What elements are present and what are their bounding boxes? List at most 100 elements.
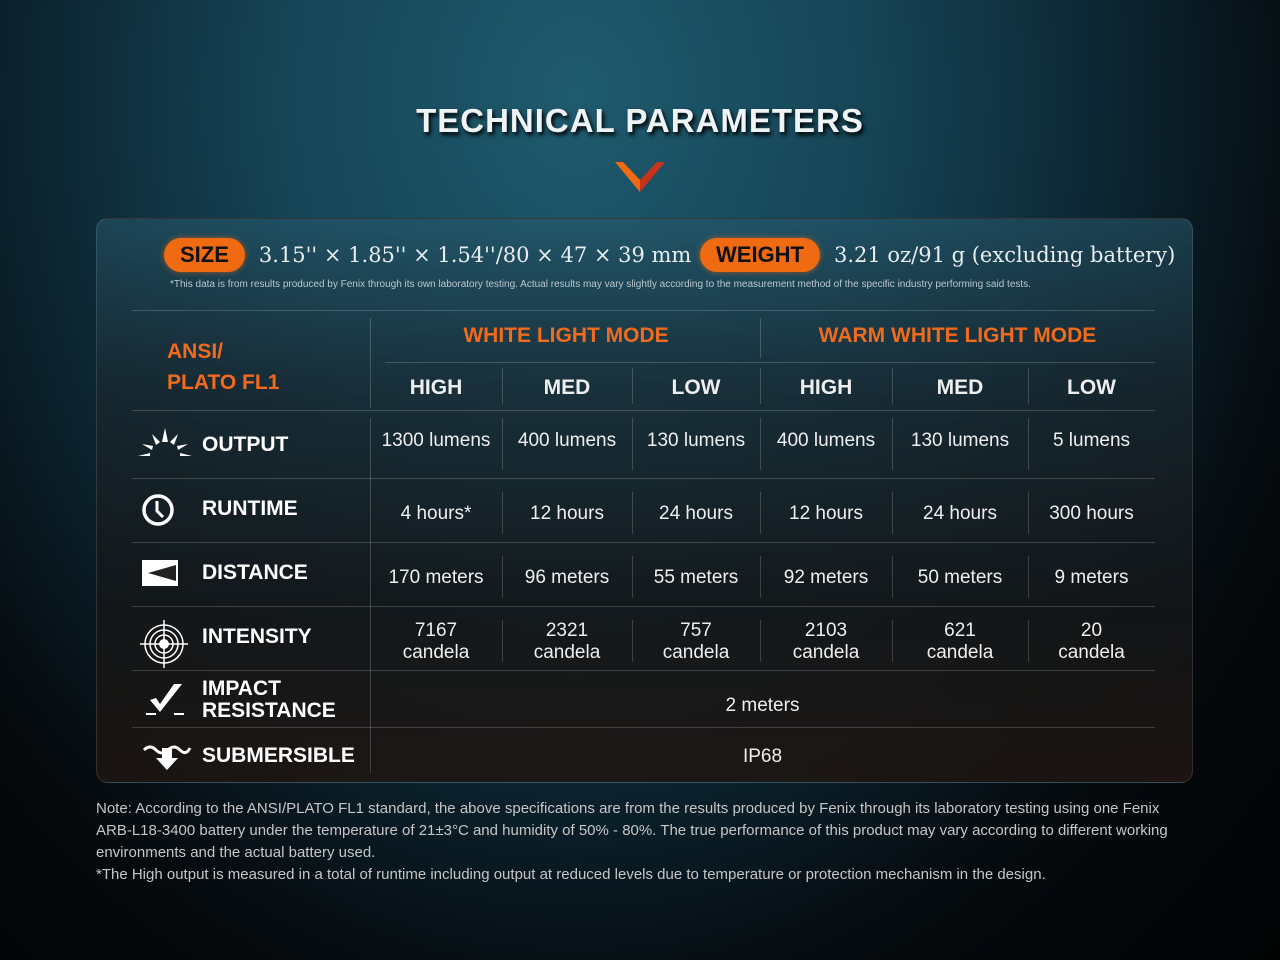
corner-line: ANSI/ [167, 340, 224, 363]
footnote: Note: According to the ANSI/PLATO FL1 st… [96, 798, 1196, 886]
col-divider [892, 620, 893, 662]
page-title: TECHNICAL PARAMETERS [416, 102, 864, 139]
row-label-distance: DISTANCE [202, 561, 308, 584]
col-divider [632, 492, 633, 534]
spec-value: 92 meters [783, 567, 869, 588]
level-header: LOW [1067, 376, 1116, 399]
col-divider [892, 418, 893, 470]
spec-value: 400 lumens [776, 430, 876, 451]
spec-value: 96 meters [524, 567, 610, 588]
size-badge: SIZE [164, 238, 245, 272]
level-header: HIGH [409, 376, 463, 399]
row-divider [132, 727, 1155, 728]
water-arrow-icon [142, 740, 192, 775]
note-asterisk: *The High output is measured in a total … [96, 866, 1046, 883]
col-divider [502, 418, 503, 470]
col-divider [760, 492, 761, 534]
row-divider [132, 542, 1155, 543]
col-divider [502, 556, 503, 598]
row-label-output: OUTPUT [202, 433, 289, 456]
col-divider [632, 620, 633, 662]
col-divider [502, 492, 503, 534]
row-label-impact: IMPACT RESISTANCE [202, 678, 336, 722]
level-header: MED [543, 376, 591, 399]
col-divider [370, 318, 371, 408]
col-divider [632, 368, 633, 404]
level-header: MED [936, 376, 984, 399]
spec-value: 20 candela [1058, 620, 1125, 663]
row-divider [132, 310, 1155, 311]
impact-value: 2 meters [725, 695, 800, 716]
spec-value: 9 meters [1054, 567, 1129, 588]
weight-badge: WEIGHT [700, 238, 820, 272]
disclaimer: *This data is from results produced by F… [170, 279, 1031, 290]
row-divider [132, 670, 1155, 671]
corner-line: PLATO FL1 [167, 371, 280, 394]
col-divider [760, 556, 761, 598]
spec-value: 12 hours [530, 503, 604, 524]
spec-panel [96, 218, 1193, 783]
note-text: Note: According to the ANSI/PLATO FL1 st… [96, 800, 1168, 861]
col-divider [370, 418, 371, 773]
spec-value: 130 lumens [646, 430, 746, 451]
spec-value: 12 hours [789, 503, 863, 524]
col-divider [892, 492, 893, 534]
clock-icon [140, 492, 176, 533]
spec-value: 2321 candela [533, 620, 601, 663]
spec-value: 621 candela [926, 620, 994, 663]
col-divider [1028, 368, 1029, 404]
impact-check-icon [144, 682, 186, 723]
weight-spec: WEIGHT 3.21 oz/91 g (excluding battery) [700, 238, 1175, 272]
spec-value: 170 meters [388, 567, 484, 588]
level-header: LOW [671, 376, 721, 399]
col-divider [760, 620, 761, 662]
row-label-intensity: INTENSITY [202, 625, 312, 648]
label-line: RESISTANCE [202, 699, 336, 722]
corner-label: ANSI/PLATO FL1 [167, 336, 279, 398]
col-divider [760, 368, 761, 404]
spec-value: 55 meters [653, 567, 739, 588]
col-divider [632, 418, 633, 470]
col-divider [502, 620, 503, 662]
col-divider [632, 556, 633, 598]
spec-value: 2103 candela [792, 620, 860, 663]
label-line: IMPACT [202, 677, 281, 700]
chevron-down-icon [615, 162, 665, 192]
submersible-value: IP68 [742, 746, 783, 767]
sunburst-icon [138, 428, 192, 467]
weight-value: 3.21 oz/91 g (excluding battery) [834, 243, 1176, 267]
spec-value: 7167 candela [402, 620, 470, 663]
col-divider [760, 418, 761, 470]
spec-value: 50 meters [917, 567, 1003, 588]
col-divider [1028, 492, 1029, 534]
col-divider [1028, 418, 1029, 470]
spec-value: 300 hours [1049, 503, 1134, 524]
row-divider [385, 362, 1155, 363]
col-divider [892, 556, 893, 598]
beam-distance-icon [140, 556, 180, 595]
size-value: 3.15'' × 1.85'' × 1.54''/80 × 47 × 39 mm [258, 243, 692, 267]
target-icon [140, 620, 188, 673]
col-divider [760, 318, 761, 358]
col-divider [892, 368, 893, 404]
col-divider [1028, 556, 1029, 598]
spec-value: 130 lumens [910, 430, 1010, 451]
spec-value: 4 hours* [400, 503, 472, 524]
size-spec: SIZE 3.15'' × 1.85'' × 1.54''/80 × 47 × … [164, 238, 691, 272]
spec-value: 24 hours [659, 503, 733, 524]
spec-value: 1300 lumens [381, 430, 491, 451]
spec-value: 24 hours [923, 503, 997, 524]
spec-value: 757 candela [662, 620, 730, 663]
mode-warm-white: WARM WHITE LIGHT MODE [818, 324, 1097, 347]
mode-white: WHITE LIGHT MODE [463, 324, 669, 347]
level-header: HIGH [799, 376, 853, 399]
row-divider [132, 478, 1155, 479]
col-divider [502, 368, 503, 404]
row-label-submersible: SUBMERSIBLE [202, 744, 355, 767]
spec-value: 5 lumens [1052, 430, 1131, 451]
row-divider [132, 606, 1155, 607]
row-divider [132, 410, 1155, 411]
row-label-runtime: RUNTIME [202, 497, 298, 520]
col-divider [1028, 620, 1029, 662]
spec-value: 400 lumens [517, 430, 617, 451]
